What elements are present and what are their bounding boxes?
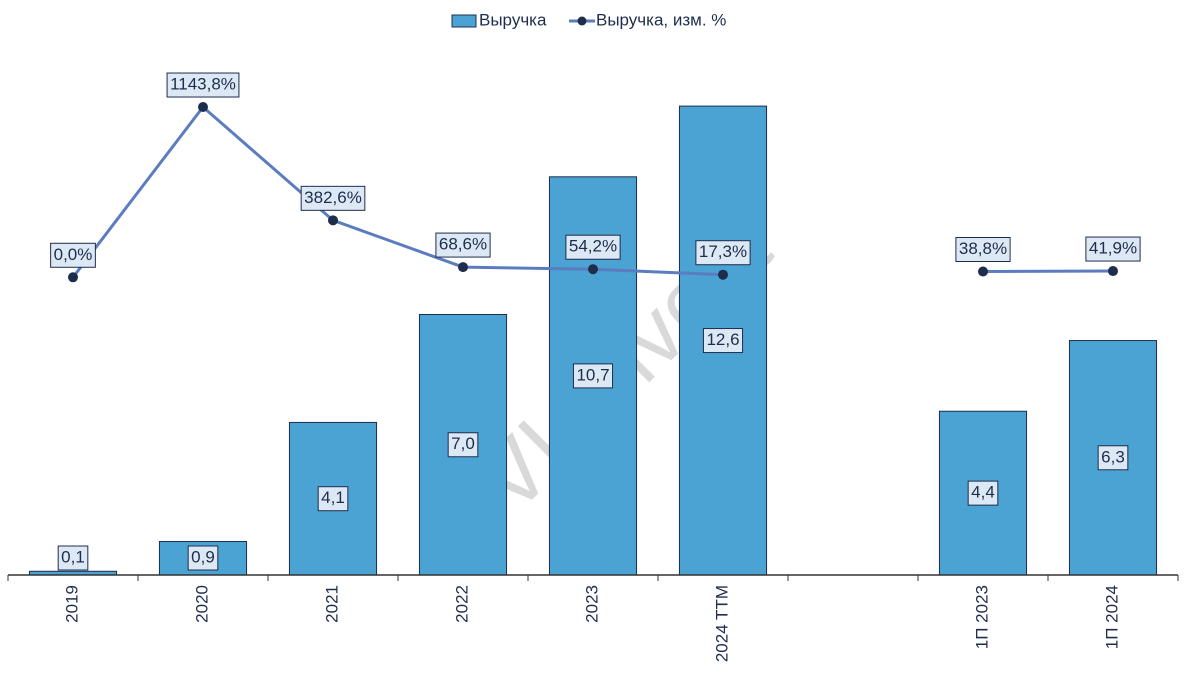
value-label-box (702, 328, 744, 354)
bar (288, 421, 378, 576)
line-marker (588, 264, 598, 275)
line-marker (198, 102, 208, 113)
value-label: 4,4 (971, 483, 995, 502)
x-tick-label: 1П 2023 (972, 585, 991, 649)
line-marker (68, 272, 78, 283)
value-label-box (572, 363, 614, 389)
value-label-box (695, 240, 751, 266)
line-marker (1108, 266, 1118, 277)
line-marker (718, 269, 728, 280)
value-label: 12,6 (706, 330, 739, 349)
value-label-box (57, 545, 89, 571)
value-label: 6,3 (1101, 447, 1125, 466)
value-label: 4,1 (321, 488, 345, 507)
x-tick-label: 2019 (62, 585, 81, 623)
value-label: 68,6% (439, 235, 487, 254)
legend-label: Выручка, изм. % (596, 10, 726, 29)
value-label-box (447, 432, 479, 458)
line-marker (328, 215, 338, 226)
x-tick-label: 2021 (322, 585, 341, 623)
value-label-box (166, 72, 240, 98)
legend-swatch (451, 14, 477, 28)
value-label: 1143,8% (170, 75, 236, 94)
x-tick-label: 2023 (582, 585, 601, 623)
value-label: 382,6% (304, 188, 362, 207)
line (71, 104, 1114, 279)
x-tick-label: 1П 2024 (1102, 585, 1121, 649)
value-label: 17,3% (699, 242, 747, 261)
value-label: 7,0 (451, 434, 475, 453)
value-label-box (300, 185, 366, 211)
x-tick-label: 2022 (452, 585, 471, 623)
legend-label: Выручка (479, 10, 547, 29)
value-label-box (565, 234, 621, 260)
value-label-box (1085, 236, 1141, 262)
x-tick-label: 2024 TTM (712, 585, 731, 662)
value-label-box (967, 480, 999, 506)
value-label: 38,8% (959, 239, 1007, 258)
value-label-box (955, 237, 1011, 263)
value-label: 0,9 (191, 547, 215, 566)
value-label-box (435, 232, 491, 258)
value-label-box (187, 545, 219, 571)
value-label-box (317, 486, 349, 512)
value-label: 54,2% (569, 237, 617, 256)
value-label: 10,7 (576, 365, 609, 384)
x-tick-label: 2020 (192, 585, 211, 623)
value-label-box (50, 242, 96, 268)
value-label: 0,1 (61, 547, 85, 566)
line-marker (978, 266, 988, 277)
legend-marker (577, 16, 587, 26)
line-marker (458, 262, 468, 273)
value-label-box (1097, 445, 1129, 471)
value-label: 41,9% (1089, 239, 1137, 258)
value-label: 0,0% (54, 245, 93, 264)
